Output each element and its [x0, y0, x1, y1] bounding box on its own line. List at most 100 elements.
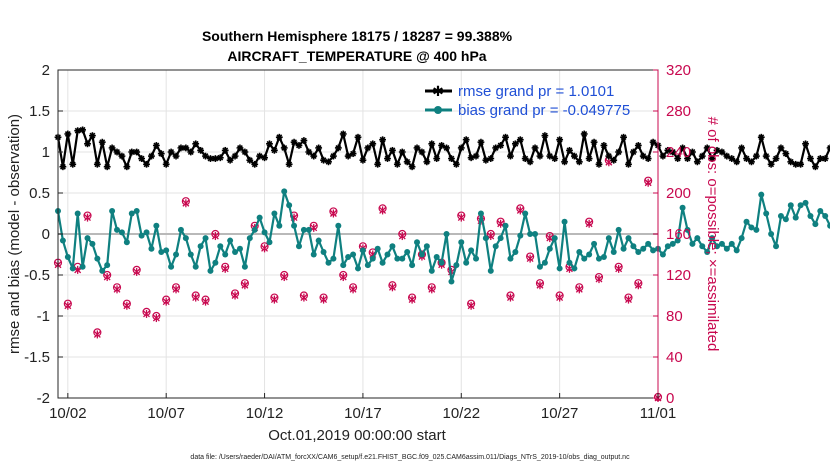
bias-point	[359, 247, 366, 254]
bias-point	[295, 243, 302, 250]
rmse-point	[605, 153, 612, 160]
rmse-point	[817, 155, 824, 162]
bias-point	[414, 239, 421, 246]
rmse-point	[492, 144, 499, 151]
rmse-point	[571, 153, 578, 160]
x-tick-label: 11/01	[640, 405, 676, 422]
bias-point	[364, 262, 371, 269]
rmse-point	[414, 144, 420, 151]
rmse-point	[615, 149, 622, 155]
rmse-point	[610, 157, 617, 164]
rmse-point	[458, 144, 465, 151]
x-tick-label: 10/02	[49, 405, 87, 422]
footnote: data file: /Users/raeder/DAI/ATM_forcXX/…	[190, 454, 630, 461]
rmse-point	[266, 140, 273, 147]
left-axis: -2 -1.5 -1 -0.5 0 0.5 1 1.5 2	[24, 62, 63, 407]
bias-point	[822, 212, 829, 219]
rmse-point	[537, 153, 543, 160]
left-tick-label: 1.5	[29, 103, 50, 120]
rmse-point	[596, 161, 602, 168]
x-tick-label: 10/17	[344, 405, 382, 422]
rmse-point	[345, 153, 352, 160]
rmse-point	[507, 153, 514, 160]
bias-point	[345, 253, 352, 260]
bias-point	[182, 235, 189, 242]
bias-point	[59, 237, 66, 244]
rmse-point	[581, 131, 588, 137]
right-tick-label: 120	[666, 267, 691, 284]
rmse-point	[522, 155, 529, 162]
bias-point	[148, 245, 155, 252]
legend: ✱ rmse grand pr = 1.0101 bias grand pr =…	[425, 83, 630, 119]
bias-point	[384, 251, 391, 258]
rmse-point	[576, 158, 583, 165]
bias-point	[709, 235, 716, 242]
bias-point	[497, 235, 504, 242]
x-tick-label: 10/12	[246, 405, 284, 422]
rmse-point	[300, 137, 307, 144]
bias-point	[340, 262, 347, 269]
bias-point	[448, 278, 455, 285]
rmse-point	[743, 155, 750, 162]
rmse-series	[54, 126, 830, 171]
rmse-point	[310, 153, 317, 160]
obs-marks	[53, 156, 663, 402]
rmse-point	[714, 147, 720, 154]
rmse-point	[428, 140, 435, 147]
rmse-point	[281, 144, 288, 151]
chart-title-line2: AIRCRAFT_TEMPERATURE @ 400 hPa	[227, 48, 486, 64]
bias-point	[271, 210, 278, 217]
rmse-point	[133, 149, 140, 155]
rmse-point	[689, 149, 696, 155]
bias-point	[350, 251, 357, 258]
rmse-point	[369, 140, 376, 147]
bias-point	[153, 222, 160, 229]
bias-point	[236, 245, 243, 252]
rmse-point	[620, 134, 627, 141]
rmse-point	[704, 144, 711, 151]
left-tick-label: 0	[42, 226, 50, 243]
rmse-point	[792, 161, 799, 168]
rmse-point	[787, 158, 794, 165]
bias-point	[787, 202, 794, 209]
bias-point	[104, 262, 111, 269]
bias-point	[704, 249, 711, 256]
bias-point	[645, 240, 652, 247]
rmse-point	[399, 149, 406, 155]
rmse-point	[379, 136, 386, 143]
bias-point	[94, 255, 101, 262]
rmse-point	[797, 161, 804, 168]
bias-point	[335, 222, 342, 229]
bias-point	[84, 235, 91, 242]
rmse-point	[359, 157, 366, 164]
bias-point	[458, 239, 465, 246]
rmse-point	[197, 147, 204, 154]
bias-point	[143, 229, 150, 236]
bias-point	[305, 226, 312, 233]
bias-point	[571, 265, 578, 272]
rmse-point	[389, 147, 396, 154]
rmse-point	[138, 155, 145, 162]
bias-point	[276, 222, 283, 229]
rmse-point	[812, 163, 819, 170]
bias-point	[399, 255, 406, 262]
rmse-point	[541, 132, 548, 139]
rmse-point	[807, 155, 814, 162]
bias-point	[728, 240, 735, 247]
bias-series	[55, 188, 830, 285]
rmse-point	[778, 144, 784, 151]
rmse-point	[404, 158, 411, 165]
bias-point	[477, 210, 484, 217]
chart-title-line1: Southern Hemisphere 18175 / 18287 = 99.3…	[202, 28, 513, 44]
bias-point	[556, 265, 563, 272]
rmse-point	[679, 144, 686, 151]
right-tick-label: 80	[666, 308, 683, 325]
rmse-point	[556, 136, 563, 143]
rmse-point	[340, 131, 347, 137]
rmse-point	[148, 153, 155, 160]
rmse-point	[69, 161, 76, 168]
bias-point	[679, 204, 686, 211]
bias-point	[615, 226, 622, 233]
bias-point	[536, 263, 543, 270]
rmse-point	[59, 163, 66, 170]
